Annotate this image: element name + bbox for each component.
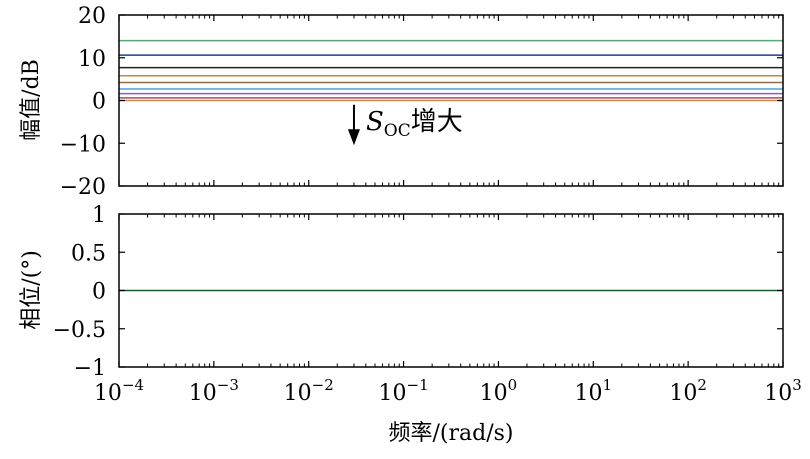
phase-y-axis-label: 相位/(°) bbox=[19, 250, 44, 330]
x-tick-label: 103 bbox=[764, 376, 802, 406]
magnitude-y-tick-label: −20 bbox=[60, 175, 106, 200]
phase-y-tick-label: 0 bbox=[92, 280, 106, 305]
magnitude-y-tick-labels: 20 10 0 −10 −20 bbox=[60, 4, 106, 200]
phase-y-tick-label: 1 bbox=[92, 203, 106, 228]
x-tick-label: 101 bbox=[575, 376, 613, 406]
frequency-x-axis-label: 频率/(rad/s) bbox=[389, 421, 514, 446]
soc-annotation: SOC增大 bbox=[347, 104, 463, 146]
phase-y-tick-label: −0.5 bbox=[53, 318, 106, 343]
phase-plot-frame bbox=[118, 213, 784, 368]
magnitude-y-tick-label: −10 bbox=[60, 132, 106, 157]
soc-annotation-text: SOC增大 bbox=[366, 107, 463, 141]
magnitude-y-tick-label: 10 bbox=[78, 47, 106, 72]
phase-y-tick-label: 0.5 bbox=[71, 241, 106, 266]
phase-y-tick-label: −1 bbox=[74, 356, 106, 381]
phase-panel: 1 0.5 0 −0.5 −1 10−4 10−3 10−2 10−1 100 101 102 103… bbox=[19, 203, 802, 446]
x-tick-label: 100 bbox=[480, 376, 518, 406]
magnitude-y-tick-label: 0 bbox=[92, 90, 106, 115]
magnitude-y-tick-label: 20 bbox=[78, 4, 106, 29]
phase-x-tick-labels: 10−4 10−3 10−2 10−1 100 101 102 103 bbox=[94, 376, 802, 406]
x-tick-label: 10−1 bbox=[379, 376, 429, 406]
x-tick-label: 10−3 bbox=[189, 376, 239, 406]
magnitude-series-group bbox=[119, 39, 783, 102]
magnitude-y-axis-label: 幅值/dB bbox=[19, 59, 44, 141]
x-tick-label: 10−4 bbox=[94, 376, 144, 406]
x-tick-label: 102 bbox=[669, 376, 707, 406]
x-tick-label: 10−2 bbox=[284, 376, 334, 406]
down-arrow-head bbox=[347, 129, 360, 146]
magnitude-plot-frame bbox=[118, 14, 784, 187]
phase-y-tick-labels: 1 0.5 0 −0.5 −1 bbox=[53, 203, 106, 381]
magnitude-panel: 20 10 0 −10 −20 幅值/dB SOC增大 bbox=[19, 4, 784, 200]
